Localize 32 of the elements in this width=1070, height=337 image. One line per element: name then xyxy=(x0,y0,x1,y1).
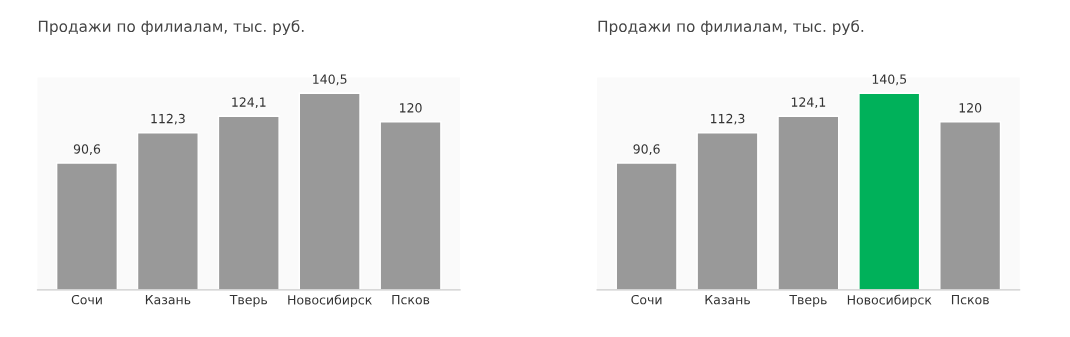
x-tick-label: Казань xyxy=(705,295,750,305)
x-tick-label: Казань xyxy=(145,295,191,305)
x-tick-label: Новосибирск xyxy=(847,294,932,307)
data-label: 140,5 xyxy=(313,74,347,86)
bar xyxy=(298,92,361,290)
data-label: 90,6 xyxy=(73,144,101,155)
x-tick-label: Тверь xyxy=(229,295,268,307)
bar xyxy=(379,121,442,290)
bar xyxy=(939,121,1002,290)
bar xyxy=(858,92,921,290)
chart-title: Продажи по филиалам, тыс. руб. xyxy=(38,20,304,36)
bar xyxy=(136,131,199,290)
bar xyxy=(696,131,759,290)
data-label: 120 xyxy=(400,103,422,113)
data-label: 140,5 xyxy=(872,74,907,86)
x-tick-label: Сочи xyxy=(71,294,102,305)
bar xyxy=(217,115,280,290)
data-label: 112,3 xyxy=(151,113,185,125)
data-label: 112,3 xyxy=(710,113,745,125)
x-tick-label: Псков xyxy=(392,295,430,305)
x-tick-label: Новосибирск xyxy=(288,294,372,307)
data-label: 124,1 xyxy=(232,97,266,109)
data-label: 90,6 xyxy=(633,144,660,155)
bar xyxy=(777,115,840,290)
x-tick-label: Псков xyxy=(951,295,989,305)
x-tick-label: Сочи xyxy=(631,294,662,305)
x-tick-label: Тверь xyxy=(789,295,827,307)
data-label: 120 xyxy=(959,103,982,113)
data-label: 124,1 xyxy=(791,97,826,109)
bar xyxy=(615,162,678,290)
bar xyxy=(55,162,119,290)
chart-title: Продажи по филиалам, тыс. руб. xyxy=(598,20,864,36)
